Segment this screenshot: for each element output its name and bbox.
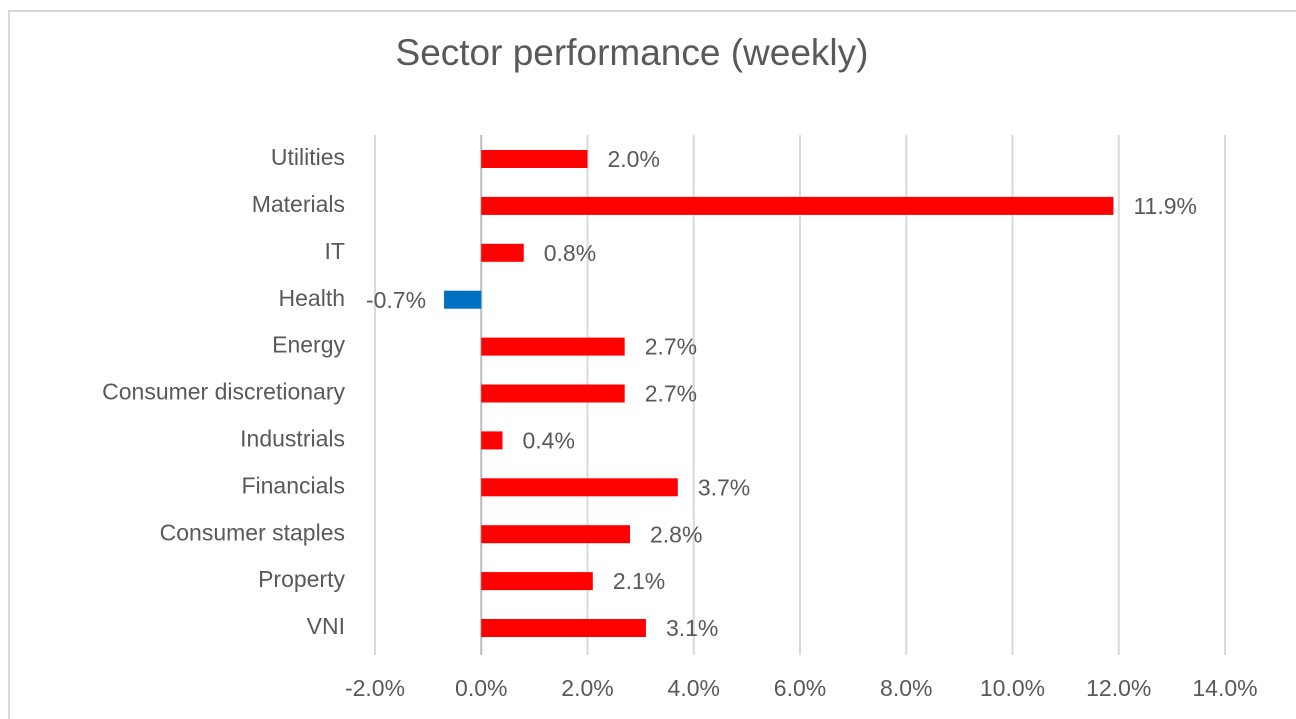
y-tick-label: VNI [307, 613, 345, 639]
bar [481, 150, 588, 168]
data-label: -0.7% [366, 287, 426, 313]
y-tick-label: Consumer staples [160, 519, 345, 545]
data-label: 2.7% [645, 381, 697, 407]
y-tick-label: Energy [272, 332, 345, 358]
data-label: 2.8% [650, 521, 702, 547]
bar [481, 384, 625, 403]
y-tick-label: IT [325, 238, 345, 264]
x-tick-label: 14.0% [1192, 675, 1257, 701]
x-tick-label: 10.0% [980, 675, 1045, 701]
x-tick-label: -2.0% [345, 675, 405, 701]
bar [481, 243, 524, 262]
data-label: 2.1% [613, 568, 665, 594]
y-tick-label: Property [258, 566, 345, 592]
y-tick-label: Utilities [271, 144, 345, 170]
bar [481, 572, 593, 591]
y-tick-label: Materials [252, 191, 345, 217]
bar [481, 478, 678, 497]
chart-border [8, 10, 1296, 719]
data-label: 0.4% [523, 427, 575, 453]
x-tick-label: 2.0% [561, 675, 613, 701]
bar [444, 290, 482, 309]
bar [481, 525, 630, 544]
x-tick-label: 0.0% [455, 675, 507, 701]
bar [481, 619, 646, 637]
data-label: 3.1% [666, 615, 718, 641]
data-label: 2.7% [645, 334, 697, 360]
bar [481, 431, 503, 450]
x-tick-label: 8.0% [880, 675, 932, 701]
y-tick-label: Consumer discretionary [102, 379, 345, 405]
x-tick-label: 4.0% [668, 675, 720, 701]
bar [481, 337, 625, 356]
data-label: 2.0% [608, 146, 660, 172]
y-tick-label: Industrials [240, 425, 345, 451]
bar [481, 196, 1114, 215]
chart-title: Sector performance (weekly) [396, 32, 869, 73]
x-tick-label: 12.0% [1086, 675, 1151, 701]
x-tick-label: 6.0% [774, 675, 826, 701]
data-label: 11.9% [1133, 193, 1197, 219]
data-label: 0.8% [544, 240, 596, 266]
data-label: 3.7% [698, 474, 750, 500]
y-tick-label: Health [279, 285, 345, 311]
y-tick-label: Financials [241, 472, 345, 498]
